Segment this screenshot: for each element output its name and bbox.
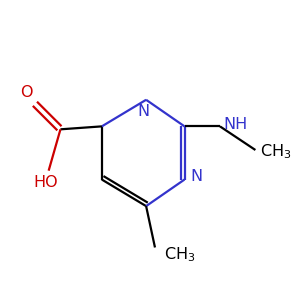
Text: O: O	[20, 85, 33, 100]
Text: N: N	[190, 169, 202, 184]
Text: HO: HO	[33, 175, 58, 190]
Text: CH$_3$: CH$_3$	[260, 142, 291, 161]
Text: NH: NH	[223, 117, 247, 132]
Text: N: N	[137, 104, 149, 119]
Text: CH$_3$: CH$_3$	[164, 245, 195, 264]
